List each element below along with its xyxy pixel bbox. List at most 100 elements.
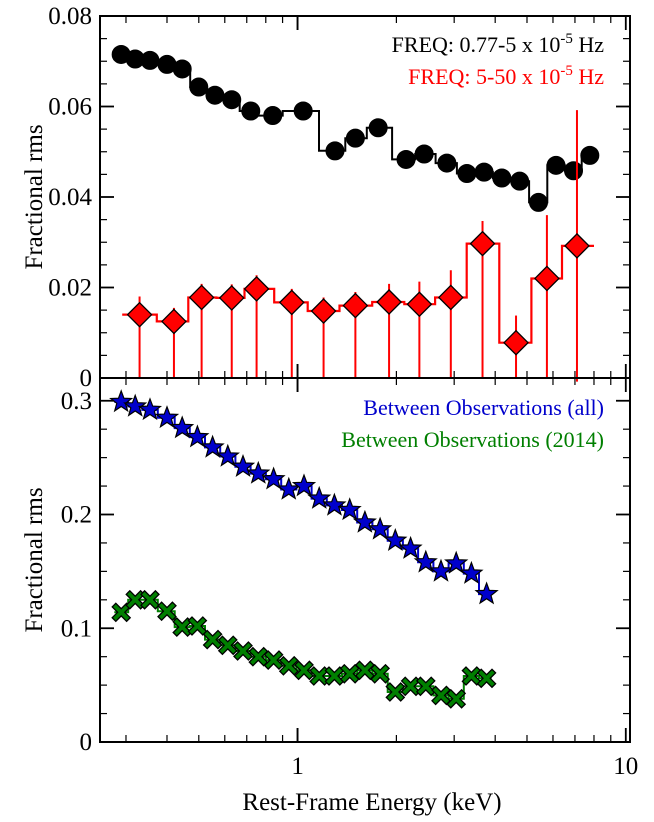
bottom-series-1-point-12	[276, 476, 301, 500]
bottom-series-2-point-4	[157, 601, 177, 622]
top-series-2-point-13	[503, 329, 529, 356]
bottom-series-1-point-4	[154, 405, 180, 429]
top-series-1-point-19	[474, 162, 494, 182]
bottom-series-1-point-25	[474, 581, 499, 605]
bottom-series-1-point-11	[261, 466, 286, 490]
bottom-series-1-point-5	[170, 415, 195, 439]
top-series-2-point-9	[376, 289, 402, 315]
top-series-1-point-13	[345, 128, 365, 148]
bottom-plot-area	[109, 389, 499, 709]
top-ytick-label-0: 0	[80, 365, 93, 392]
bottom-series-1-point-19	[383, 527, 408, 551]
bottom-axis-ticks: 0 0.1 0.2 0.3 1 10	[61, 378, 638, 780]
bottom-series-2-point-13	[294, 660, 314, 681]
top-series-2-point-10	[406, 291, 433, 318]
bottom-series-2-point-19	[385, 682, 406, 702]
top-series-1-point-25	[580, 145, 600, 165]
top-series-1-point-17	[437, 153, 457, 173]
bottom-series-1-point-3	[137, 397, 163, 421]
top-series-1-point-11	[293, 101, 313, 121]
top-series-1-point-6	[189, 77, 209, 97]
top-plot-area	[111, 44, 600, 382]
top-ytick-label-2: 0.04	[48, 184, 92, 211]
top-series-1-point-21	[510, 171, 530, 191]
bottom-series-2-point-25	[476, 668, 497, 689]
top-series-1-point-12	[325, 141, 345, 161]
top-ytick-label-1: 0.02	[48, 275, 92, 302]
bottom-series-2-point-23	[446, 688, 467, 709]
bottom-series-2-point-8	[217, 635, 238, 656]
bottom-xtick-label-0: 1	[291, 753, 304, 780]
top-axis-ticks: 0 0.02 0.04 0.06 0.08	[48, 3, 630, 392]
bottom-ytick-label-3: 0.3	[61, 388, 92, 415]
bottom-series-1-point-17	[352, 509, 377, 533]
top-ylabel: Fractional rms	[21, 124, 48, 269]
bottom-series-1-point-15	[322, 492, 347, 516]
bottom-series-1-point-7	[200, 434, 225, 458]
legend-entry-bottom-green: Between Observations (2014)	[341, 427, 604, 452]
top-series-1-point-16	[414, 144, 434, 164]
top-series-1-point-8	[222, 90, 242, 110]
top-series-1-point-10	[263, 106, 283, 126]
top-series-1-point-20	[492, 168, 512, 188]
bottom-series-2-point-7	[202, 629, 223, 650]
top-series-2-point-15	[564, 232, 590, 259]
legend-top-red-unit: Hz	[573, 64, 604, 89]
bottom-series-2-point-11	[263, 650, 284, 671]
legend-top-red-exponent: -5	[560, 63, 573, 79]
bottom-series-1-point-10	[246, 460, 271, 484]
top-ytick-label-3: 0.06	[48, 94, 92, 121]
bottom-series-1-point-6	[185, 424, 210, 448]
bottom-series-1-point-1	[109, 389, 134, 413]
bottom-xtick-label-1: 10	[613, 753, 638, 780]
top-series-2-point-7	[310, 298, 337, 324]
top-series-2-point-3	[188, 284, 215, 311]
bottom-ytick-label-2: 0.2	[61, 502, 92, 529]
legend-top-red-main: FREQ: 5-50 x 10	[408, 64, 560, 89]
legend-top-black-unit: Hz	[573, 32, 604, 57]
top-series-2-point-12	[469, 230, 496, 257]
bottom-series-1-point-14	[307, 485, 332, 509]
top-series-1-point-24	[564, 161, 584, 181]
top-series-2-point-8	[342, 292, 369, 319]
bottom-series-1-point-16	[337, 497, 362, 521]
top-series-1-point-7	[205, 85, 225, 105]
top-series-2-point-14	[533, 265, 560, 292]
top-series-1-point-18	[457, 163, 477, 183]
legend-top-black-exponent: -5	[560, 31, 573, 47]
top-series-2-point-2	[161, 308, 187, 335]
top-series-1-point-3	[140, 50, 160, 70]
top-series-1-point-22	[528, 192, 548, 212]
bottom-series-1-point-8	[215, 443, 240, 467]
bottom-panel: 0 0.1 0.2 0.3 1 10 Fractional rms Between Obs…	[21, 377, 638, 816]
bottom-series-1-point-24	[459, 560, 484, 584]
top-series-1-point-9	[241, 101, 261, 121]
bottom-series-1-point-22	[428, 558, 454, 582]
bottom-panel-frame	[99, 377, 631, 743]
bottom-series-2-point-12	[278, 655, 299, 676]
bottom-ytick-label-1: 0.1	[61, 615, 92, 642]
bottom-ytick-label-0: 0	[80, 729, 93, 756]
top-panel: 0 0.02 0.04 0.06 0.08 Fractional rms FREQ: 0…	[21, 3, 631, 392]
top-series-1-point-14	[368, 118, 388, 138]
top-series-2-point-4	[218, 284, 245, 311]
bottom-series-1-point-21	[413, 549, 438, 573]
top-series-1-point-15	[396, 149, 416, 169]
bottom-series-1-point-13	[291, 473, 317, 497]
bottom-series-2-point-9	[233, 641, 253, 661]
top-series-2-point-5	[243, 275, 270, 302]
top-series-1-point-5	[172, 59, 192, 79]
top-series-2-point-1	[126, 301, 153, 328]
legend-top-black-main: FREQ: 0.77-5 x 10	[392, 32, 561, 57]
bottom-ylabel: Fractional rms	[21, 487, 48, 632]
top-series-1-point-23	[546, 155, 566, 175]
bottom-series-2-point-18	[370, 663, 391, 684]
top-ytick-label-4: 0.08	[48, 3, 92, 30]
bottom-xlabel: Rest-Frame Energy (keV)	[242, 789, 501, 816]
legend-entry-top-red: FREQ: 5-50 x 10-5 Hz	[408, 63, 604, 89]
bottom-series-1-point-9	[230, 453, 256, 478]
bottom-series-1-point-20	[398, 535, 423, 559]
legend-entry-top-black: FREQ: 0.77-5 x 10-5 Hz	[392, 31, 605, 57]
